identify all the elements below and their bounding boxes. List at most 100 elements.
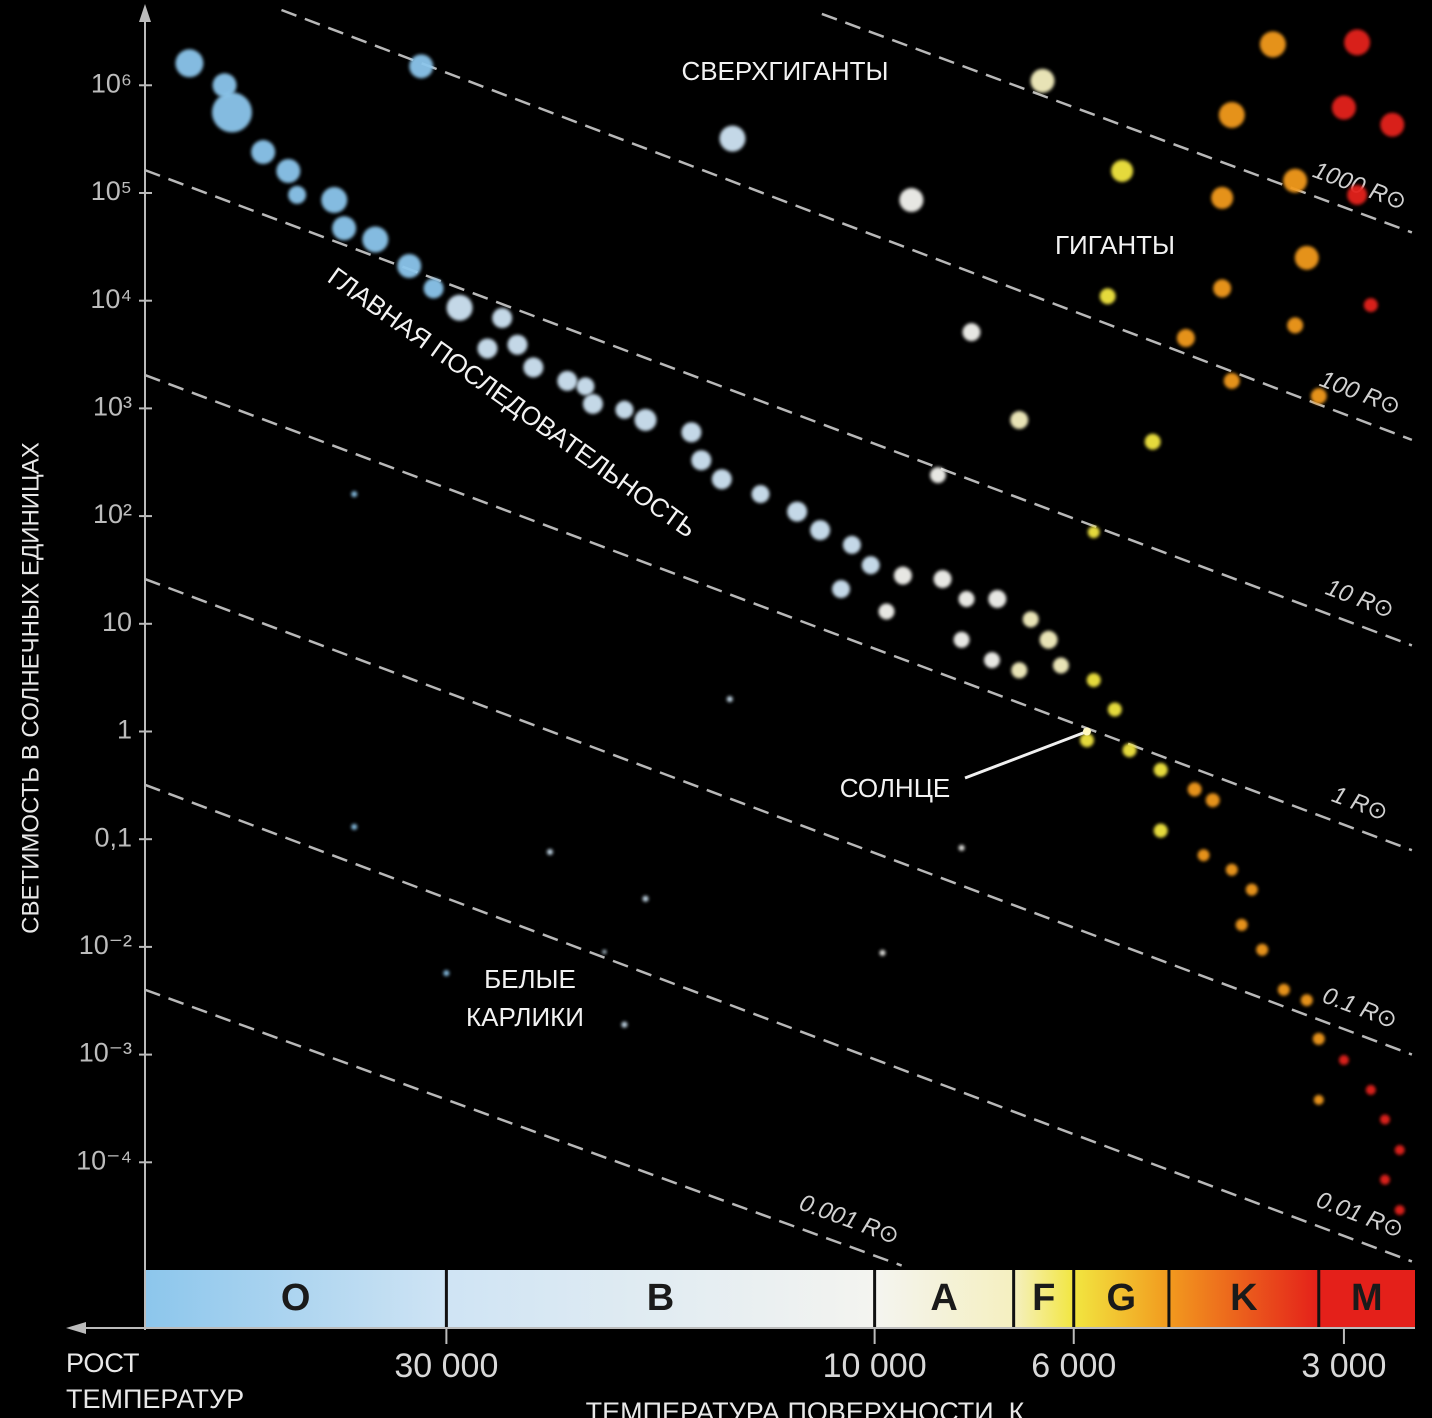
star xyxy=(1314,1095,1324,1105)
star xyxy=(621,1022,627,1028)
star xyxy=(507,335,527,355)
y-axis-title: СВЕТИМОСТЬ В СОЛНЕЧНЫХ ЕДИНИЦАХ xyxy=(17,442,44,934)
star xyxy=(727,696,733,702)
star xyxy=(691,450,711,470)
star xyxy=(1278,984,1290,996)
star xyxy=(810,520,830,540)
star xyxy=(1123,743,1137,757)
star xyxy=(719,126,745,152)
class-label: B xyxy=(647,1277,674,1319)
star xyxy=(1366,1085,1376,1095)
star xyxy=(862,556,880,574)
giants-label: ГИГАНТЫ xyxy=(1055,230,1175,260)
star xyxy=(523,357,543,377)
star xyxy=(1283,169,1307,193)
y-tick-label: 10⁶ xyxy=(91,68,132,98)
star xyxy=(1260,31,1286,57)
star xyxy=(492,308,512,328)
star xyxy=(988,590,1006,608)
star xyxy=(1226,864,1238,876)
star xyxy=(643,896,649,902)
sun-label: СОЛНЦЕ xyxy=(840,773,951,803)
y-axis-arrow xyxy=(139,4,151,22)
radius-label: 10 R⊙ xyxy=(1322,574,1398,624)
y-tick-label: 10 xyxy=(102,607,132,637)
star xyxy=(880,950,886,956)
star xyxy=(954,632,970,648)
star xyxy=(899,188,923,212)
star xyxy=(362,226,388,252)
star xyxy=(1206,793,1220,807)
star xyxy=(602,950,606,954)
white-dwarfs-label: КАРЛИКИ xyxy=(466,1002,584,1032)
star xyxy=(1219,102,1245,128)
star xyxy=(1236,919,1248,931)
star xyxy=(787,502,807,522)
x-axis-title: ТЕМПЕРАТУРА ПОВЕРХНОСТИ, К xyxy=(586,1397,1025,1418)
star xyxy=(1347,185,1367,205)
class-label: M xyxy=(1351,1277,1383,1319)
star xyxy=(843,536,861,554)
class-label: A xyxy=(930,1277,957,1319)
star xyxy=(1031,69,1055,93)
star xyxy=(1108,703,1122,717)
star xyxy=(1295,246,1319,270)
star xyxy=(1313,1033,1325,1045)
star xyxy=(1246,884,1258,896)
star xyxy=(1301,994,1313,1006)
star xyxy=(1198,849,1210,861)
star xyxy=(1211,187,1233,209)
star xyxy=(1088,526,1100,538)
radius-label: 0.001 R⊙ xyxy=(796,1189,903,1250)
class-label: K xyxy=(1230,1277,1258,1319)
star xyxy=(576,377,594,395)
star xyxy=(351,824,357,830)
star xyxy=(1053,657,1069,673)
star xyxy=(397,254,421,278)
star xyxy=(1010,411,1028,429)
star xyxy=(409,54,433,78)
star xyxy=(1380,1175,1390,1185)
x-direction-label: ТЕМПЕРАТУР xyxy=(66,1384,244,1414)
star xyxy=(962,323,980,341)
star xyxy=(1111,160,1133,182)
radius-label: 0.1 R⊙ xyxy=(1319,982,1401,1035)
star xyxy=(288,186,306,204)
star xyxy=(1177,329,1195,347)
sun xyxy=(1083,727,1091,735)
star xyxy=(547,849,553,855)
class-label: F xyxy=(1032,1277,1055,1319)
radius-line xyxy=(145,785,1412,1262)
sun-pointer xyxy=(965,731,1087,778)
y-tick-label: 10⁻³ xyxy=(79,1038,132,1068)
star xyxy=(1395,1205,1405,1215)
star xyxy=(251,140,275,164)
star xyxy=(934,570,952,588)
supergiants-label: СВЕРХГИГАНТЫ xyxy=(681,56,888,86)
star xyxy=(752,485,770,503)
star xyxy=(1213,279,1231,297)
radius-label: 1 R⊙ xyxy=(1328,781,1391,826)
y-tick-label: 10⁻² xyxy=(79,930,132,960)
x-tick-label: 3 000 xyxy=(1301,1347,1386,1385)
star xyxy=(557,371,577,391)
radius-line xyxy=(145,375,1412,850)
star xyxy=(712,469,732,489)
star xyxy=(1256,944,1268,956)
star xyxy=(878,604,894,620)
star xyxy=(1380,113,1404,137)
star xyxy=(1224,373,1240,389)
star xyxy=(930,467,946,483)
star xyxy=(1154,824,1168,838)
star xyxy=(212,92,252,132)
star xyxy=(175,49,203,77)
star xyxy=(276,159,300,183)
y-tick-label: 10⁻⁴ xyxy=(76,1145,132,1175)
star xyxy=(351,491,357,497)
star xyxy=(1380,1114,1390,1124)
y-tick-label: 10³ xyxy=(93,392,132,422)
star xyxy=(443,970,449,976)
radius-line xyxy=(145,579,1412,1055)
star xyxy=(681,422,701,442)
star xyxy=(1311,388,1327,404)
